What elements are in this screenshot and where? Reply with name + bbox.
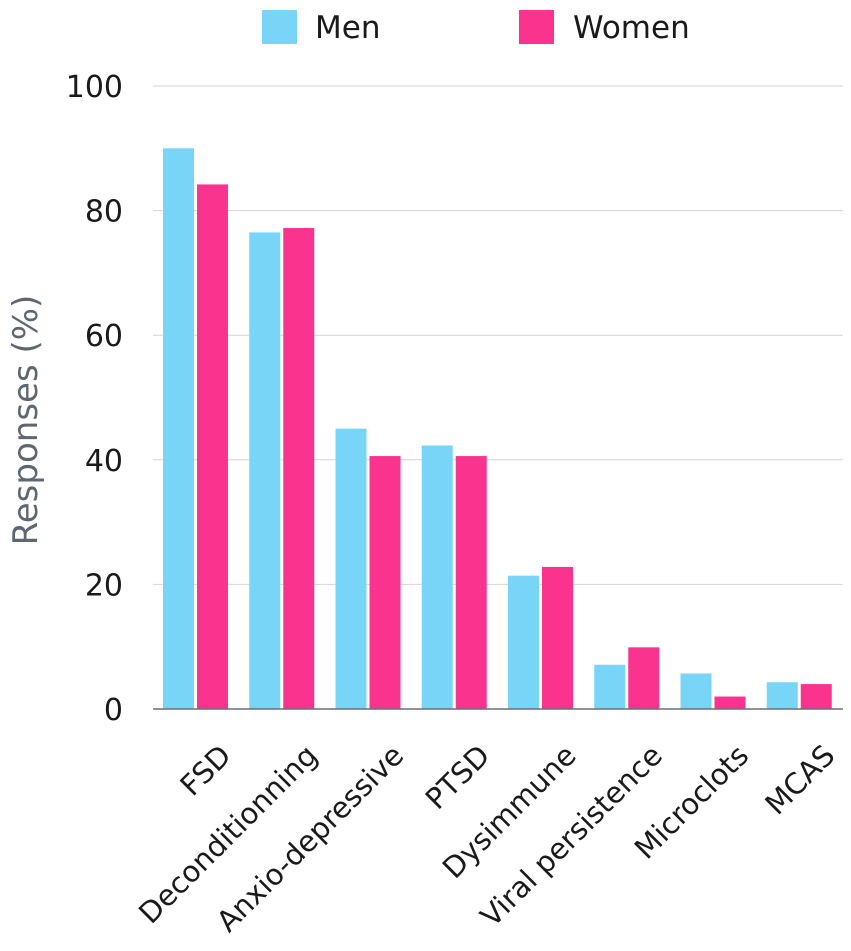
y-tick-labels: 0 20 40 60 80 100: [66, 70, 123, 728]
legend-label-women: Women: [573, 10, 690, 46]
bar-women-3: [455, 456, 487, 709]
bar-women-5: [628, 647, 660, 709]
x-tick-label: PTSD: [419, 738, 497, 816]
bar-men-5: [594, 664, 626, 709]
y-tick-label: 40: [85, 444, 123, 479]
y-tick-label: 60: [85, 319, 123, 354]
x-tick-label: MCAS: [758, 738, 841, 821]
bar-men-2: [335, 428, 367, 709]
legend-swatch-men: [262, 10, 297, 44]
legend-swatch-women: [519, 10, 554, 44]
bar-men-6: [680, 673, 712, 709]
bar-men-0: [163, 148, 194, 710]
y-tick-label: 0: [104, 693, 123, 728]
y-axis-title: Responses (%): [6, 295, 46, 546]
y-tick-label: 80: [85, 195, 123, 230]
bar-women-1: [283, 228, 315, 709]
y-tick-label: 20: [85, 568, 123, 603]
bar-men-7: [766, 682, 798, 709]
bar-women-4: [542, 566, 573, 709]
legend-label-men: Men: [315, 10, 380, 46]
bar-women-2: [369, 456, 401, 709]
y-tick-label: 100: [66, 70, 123, 105]
bar-men-4: [508, 575, 539, 709]
bars: [163, 148, 832, 710]
legend: Men Women: [262, 10, 690, 46]
bar-women-6: [714, 696, 746, 709]
bar-men-3: [421, 445, 453, 709]
bar-women-0: [197, 184, 228, 709]
bar-men-1: [249, 232, 281, 709]
bar-women-7: [800, 684, 832, 709]
x-tick-label: FSD: [173, 738, 237, 802]
